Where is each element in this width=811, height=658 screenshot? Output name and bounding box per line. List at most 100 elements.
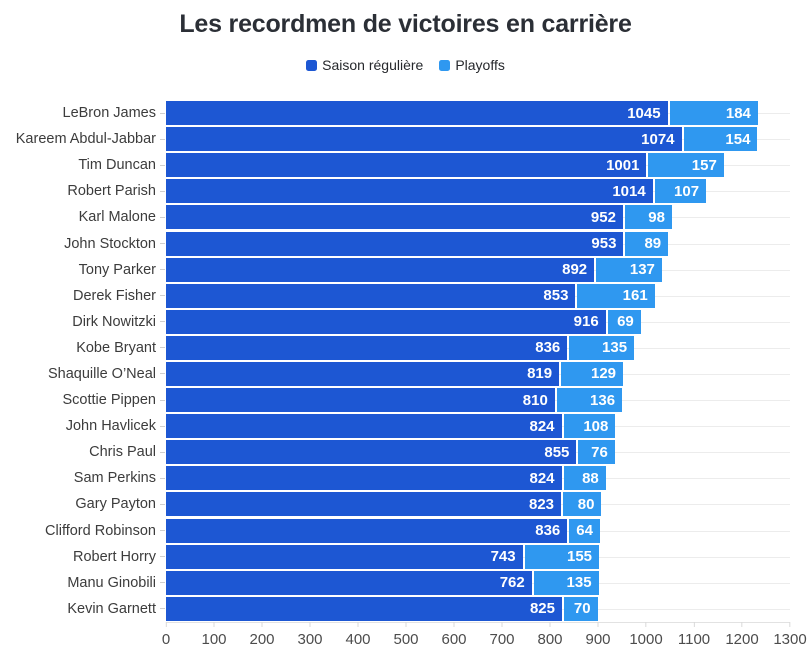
bar-segment-regular-season: 1074 xyxy=(166,127,682,152)
y-tick-mark xyxy=(160,190,165,192)
value-label-regular-season: 819 xyxy=(527,365,553,383)
x-tick: 400 xyxy=(345,622,371,648)
chart-row: Robert Horry 743 155 xyxy=(0,544,790,570)
y-tick-mark xyxy=(160,530,165,532)
value-label-regular-season: 1074 xyxy=(641,130,675,148)
y-tick-mark xyxy=(160,321,165,323)
category-label: John Stockton xyxy=(64,235,156,252)
bar-segment-playoffs: 157 xyxy=(648,153,724,178)
bar-segment-playoffs: 135 xyxy=(533,570,599,595)
value-label-playoffs: 108 xyxy=(583,417,609,435)
value-label-playoffs: 154 xyxy=(725,130,751,148)
legend-item-regular-season: Saison régulière xyxy=(306,57,423,73)
x-tick-mark xyxy=(213,622,215,627)
legend-item-playoffs: Playoffs xyxy=(439,57,505,73)
x-tick: 300 xyxy=(297,622,323,648)
bar-segment-regular-season: 819 xyxy=(166,361,560,386)
chart-row: Manu Ginobili 762 135 xyxy=(0,570,790,596)
row-gutter: Kareem Abdul-Jabbar xyxy=(0,131,166,147)
x-tick-mark xyxy=(309,622,311,627)
bar-track: 762 135 xyxy=(166,570,790,596)
y-tick-mark xyxy=(160,608,165,610)
bar-track: 1014 107 xyxy=(166,178,790,204)
category-label: John Havlicek xyxy=(65,418,156,435)
bar-segment-playoffs: 89 xyxy=(625,231,669,256)
x-tick: 500 xyxy=(393,622,419,648)
bar-track: 824 88 xyxy=(166,465,790,491)
category-label: Sam Perkins xyxy=(73,470,156,487)
bar-segment-playoffs: 161 xyxy=(577,283,655,308)
row-gutter: Karl Malone xyxy=(0,209,166,225)
row-gutter: Clifford Robinson xyxy=(0,523,166,539)
chart-row: Dirk Nowitzki 916 69 xyxy=(0,309,790,335)
value-label-regular-season: 824 xyxy=(529,417,555,435)
row-gutter: Kevin Garnett xyxy=(0,601,166,617)
bar-segment-playoffs: 154 xyxy=(683,127,758,152)
y-tick-mark xyxy=(160,399,165,401)
x-tick: 1000 xyxy=(629,622,663,648)
y-tick-mark xyxy=(160,503,165,505)
value-label-playoffs: 135 xyxy=(602,339,628,357)
chart-row: Kareem Abdul-Jabbar 1074 154 xyxy=(0,126,790,152)
value-label-playoffs: 137 xyxy=(629,261,655,279)
x-tick-mark xyxy=(261,622,263,627)
x-axis: 0 100 200 300 400 500 600 700 800 900 1000 1100 1200… xyxy=(162,622,807,656)
value-label-regular-season: 892 xyxy=(562,261,588,279)
bar-segment-playoffs: 69 xyxy=(607,309,641,334)
y-tick-mark xyxy=(160,425,165,427)
category-label: Shaquille O’Neal xyxy=(47,365,156,382)
chart-row: Sam Perkins 824 88 xyxy=(0,465,790,491)
value-label-playoffs: 161 xyxy=(622,287,648,305)
row-gutter: LeBron James xyxy=(0,105,166,121)
y-tick-mark xyxy=(160,477,165,479)
bar-track: 952 98 xyxy=(166,204,790,230)
bar-track: 819 129 xyxy=(166,361,790,387)
row-gutter: Dirk Nowitzki xyxy=(0,314,166,330)
bar-segment-playoffs: 184 xyxy=(669,101,758,126)
bar-segment-regular-season: 743 xyxy=(166,544,523,569)
y-tick-mark xyxy=(160,295,165,297)
bar-track: 916 69 xyxy=(166,309,790,335)
x-tick: 1200 xyxy=(725,622,759,648)
x-tick: 100 xyxy=(201,622,227,648)
x-tick-mark xyxy=(789,622,791,627)
row-gutter: Derek Fisher xyxy=(0,288,166,304)
bar-segment-playoffs: 98 xyxy=(624,205,672,230)
category-label: Kareem Abdul-Jabbar xyxy=(15,131,156,148)
chart-row: Chris Paul 855 76 xyxy=(0,439,790,465)
bar-segment-regular-season: 825 xyxy=(166,596,562,621)
row-gutter: John Stockton xyxy=(0,236,166,252)
x-tick-mark xyxy=(693,622,695,627)
value-label-regular-season: 1014 xyxy=(612,182,646,200)
bar-segment-playoffs: 80 xyxy=(563,492,602,517)
bar-segment-regular-season: 810 xyxy=(166,388,555,413)
x-tick-label: 1300 xyxy=(773,631,807,648)
chart-title: Les recordmen de victoires en carrière xyxy=(179,10,632,38)
value-label-regular-season: 824 xyxy=(529,469,555,487)
x-tick-label: 1100 xyxy=(677,631,711,648)
chart-row: LeBron James 1045 184 xyxy=(0,100,790,126)
x-tick: 200 xyxy=(249,622,275,648)
bar-segment-playoffs: 129 xyxy=(561,361,624,386)
bar-segment-playoffs: 88 xyxy=(563,466,606,491)
row-gutter: Chris Paul xyxy=(0,444,166,460)
plot-area: LeBron James 1045 184 Kareem Abdul-Jabbar 10… xyxy=(0,100,790,622)
x-tick-mark xyxy=(741,622,743,627)
x-tick: 0 xyxy=(162,622,170,648)
chart-row: Scottie Pippen 810 136 xyxy=(0,387,790,413)
x-tick: 800 xyxy=(537,622,563,648)
category-label: Karl Malone xyxy=(78,209,156,226)
y-tick-mark xyxy=(160,451,165,453)
bar-track: 1074 154 xyxy=(166,126,790,152)
bar-segment-regular-season: 855 xyxy=(166,440,577,465)
y-tick-mark xyxy=(160,164,165,166)
bar-track: 855 76 xyxy=(166,439,790,465)
value-label-regular-season: 823 xyxy=(529,495,555,513)
category-label: LeBron James xyxy=(62,105,157,122)
x-tick-mark xyxy=(357,622,359,627)
category-label: Tony Parker xyxy=(78,261,156,278)
bar-segment-regular-season: 1001 xyxy=(166,153,647,178)
bar-segment-regular-season: 1014 xyxy=(166,179,653,204)
x-tick-label: 500 xyxy=(393,631,419,648)
x-tick-mark xyxy=(645,622,647,627)
